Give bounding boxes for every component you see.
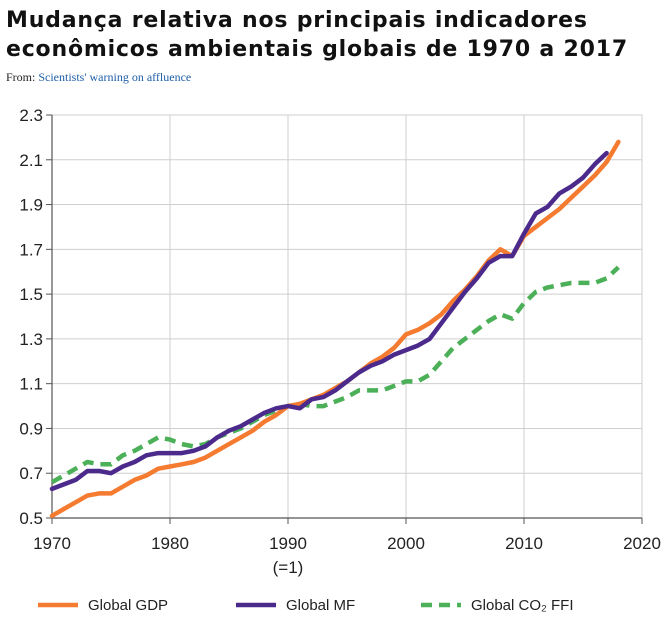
legend-label-1: Global MF	[286, 597, 355, 614]
x-tick-sublabel: (=1)	[273, 558, 304, 577]
x-tick-label: 2000	[387, 534, 425, 553]
source-prefix: From:	[6, 70, 36, 84]
x-tick-label: 1970	[33, 534, 71, 553]
y-tick-label: 1.7	[19, 240, 43, 259]
legend-label-2: Global CO₂ FFI	[471, 597, 574, 614]
chart-title: Mudança relativa nos principais indicado…	[6, 8, 628, 62]
y-tick-label: 0.9	[19, 419, 43, 438]
y-tick-label: 0.5	[19, 509, 43, 528]
x-tick-label: 2020	[623, 534, 661, 553]
legend-label-0: Global GDP	[88, 597, 168, 614]
y-tick-label: 0.7	[19, 464, 43, 483]
series-lines	[49, 139, 621, 519]
grid-lines	[46, 114, 643, 524]
y-tick-label: 2.1	[19, 151, 43, 170]
tick-labels: 1970 1980 1990 2000 2010 2020 (=1) 0.5 0.7 0.9 1.1…	[19, 106, 661, 577]
y-tick-label: 1.1	[19, 375, 43, 394]
source-link[interactable]: Scientists' warning on affluence	[38, 70, 192, 84]
x-tick-label: 1980	[151, 534, 189, 553]
y-tick-label: 1.5	[19, 285, 43, 304]
y-tick-label: 2.3	[19, 106, 43, 125]
x-tick-label: 2010	[505, 534, 543, 553]
y-tick-label: 1.9	[19, 196, 43, 215]
series-line-2	[50, 265, 620, 485]
source-line: From: Scientists' warning on affluence	[6, 70, 191, 85]
series-line-1	[49, 150, 609, 492]
x-tick-label: 1990	[269, 534, 307, 553]
y-tick-label: 1.3	[19, 330, 43, 349]
legend: Global GDP Global MF Global CO₂ FFI	[38, 597, 574, 614]
